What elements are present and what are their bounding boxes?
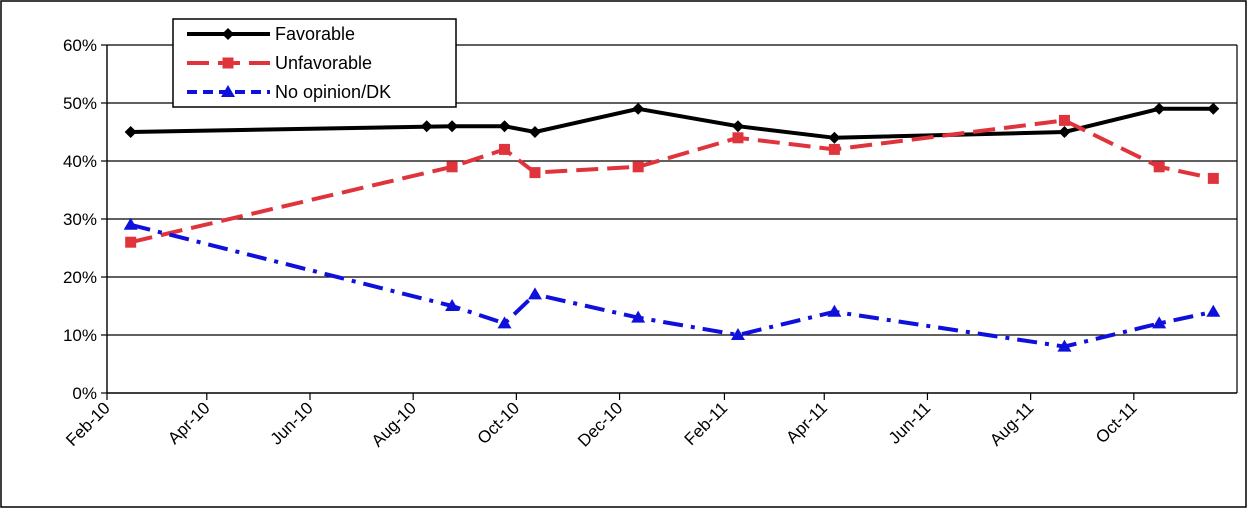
data-point	[497, 316, 512, 329]
data-point	[730, 328, 745, 340]
y-tick-label: 20%	[63, 268, 97, 287]
y-tick-label: 10%	[63, 326, 97, 345]
data-point	[632, 102, 645, 115]
data-point	[528, 126, 541, 138]
y-tick-label: 0%	[72, 384, 97, 403]
data-point	[631, 310, 646, 323]
series-line	[130, 118, 1214, 245]
data-point	[499, 143, 511, 155]
data-point	[1058, 114, 1070, 126]
series-line	[130, 106, 1214, 140]
data-point	[1152, 316, 1167, 329]
data-point	[125, 236, 137, 248]
legend-label: Favorable	[275, 24, 355, 44]
series-favorable	[124, 102, 1220, 144]
data-point	[828, 143, 840, 155]
data-point	[222, 28, 234, 40]
legend-label: Unfavorable	[275, 53, 372, 73]
data-point	[1058, 126, 1071, 138]
series-no-opinion-dk	[123, 217, 1221, 352]
data-point	[1153, 161, 1165, 173]
y-tick-label: 30%	[63, 210, 97, 229]
data-point	[221, 85, 235, 97]
data-point	[1207, 102, 1220, 115]
data-point	[124, 126, 137, 138]
data-point	[222, 57, 234, 69]
series-line	[130, 222, 1214, 349]
data-point	[527, 287, 542, 300]
data-point	[731, 120, 744, 133]
data-point	[827, 304, 842, 317]
data-point	[828, 131, 841, 144]
data-point	[1207, 172, 1219, 184]
y-tick-label: 40%	[63, 152, 97, 171]
legend-item: Unfavorable	[187, 53, 372, 73]
data-point	[123, 217, 138, 230]
data-point	[529, 167, 541, 179]
y-tick-label: 60%	[63, 36, 97, 55]
data-point	[1153, 102, 1166, 115]
y-tick-label: 50%	[63, 94, 97, 113]
legend-label: No opinion/DK	[275, 82, 391, 102]
data-point	[1206, 304, 1221, 317]
series-unfavorable	[125, 114, 1219, 248]
data-point	[498, 120, 511, 133]
data-point	[446, 120, 459, 133]
data-point	[420, 120, 433, 133]
legend-item: No opinion/DK	[187, 82, 391, 102]
legend: Favorable Unfavorable No opinion/DK	[172, 18, 457, 108]
data-point	[446, 161, 458, 173]
data-point	[445, 299, 460, 311]
legend-item: Favorable	[187, 24, 355, 44]
data-point	[632, 161, 644, 173]
data-point	[732, 132, 744, 144]
data-point	[1057, 339, 1072, 352]
